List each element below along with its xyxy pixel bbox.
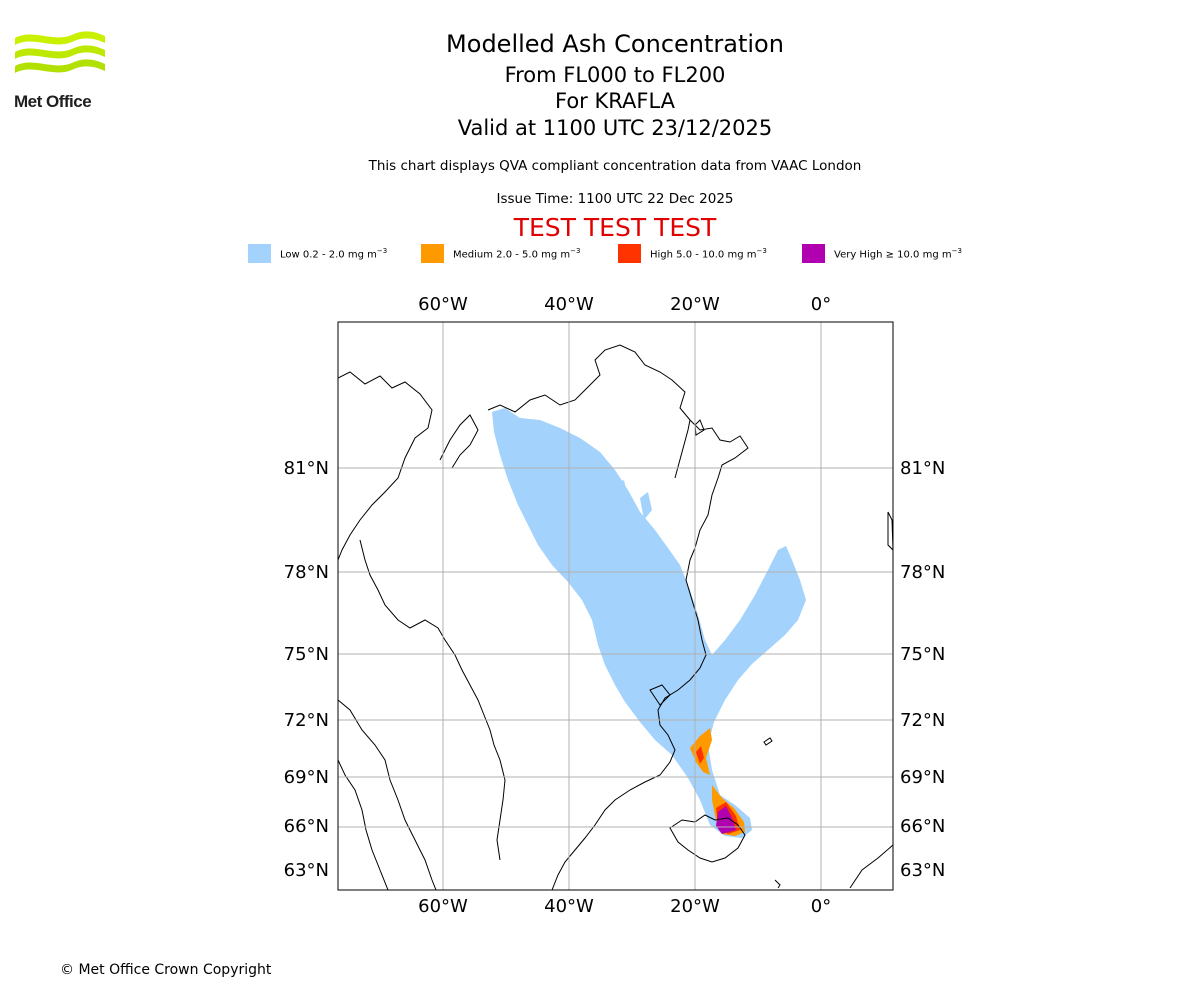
lon-label-bottom-20w: 20°W	[670, 896, 720, 917]
lat-label-left-69n: 69°N	[284, 767, 329, 788]
lat-label-left-66n: 66°N	[284, 816, 329, 837]
volcano-name: For KRAFLA	[555, 89, 675, 113]
lon-label-bottom-60w: 60°W	[418, 896, 468, 917]
legend-swatch-medium	[421, 244, 444, 263]
legend-label-high: High 5.0 - 10.0 mg m	[650, 249, 757, 261]
issue-time: Issue Time: 1100 UTC 22 Dec 2025	[496, 191, 734, 207]
legend-label-low: Low 0.2 - 2.0 mg m	[280, 249, 377, 261]
flight-levels: From FL000 to FL200	[504, 63, 726, 87]
coastlines	[338, 344, 893, 890]
lat-label-right-66n: 66°N	[900, 816, 945, 837]
lon-label-top-20w: 20°W	[670, 294, 720, 315]
legend-item-low: Low 0.2 - 2.0 mg m−3	[248, 244, 387, 263]
legend-item-medium: Medium 2.0 - 5.0 mg m−3	[421, 244, 580, 263]
legend-item-very-high: Very High ≥ 10.0 mg m−3	[802, 244, 962, 263]
lat-label-left-78n: 78°N	[284, 562, 329, 583]
legend-swatch-low	[248, 244, 271, 263]
lon-label-top-60w: 60°W	[418, 294, 468, 315]
legend-item-high: High 5.0 - 10.0 mg m−3	[618, 244, 767, 263]
legend-unit-exp-high: −3	[756, 246, 767, 255]
met-office-wave-icon	[15, 31, 105, 73]
chart-description: This chart displays QVA compliant concen…	[368, 158, 862, 174]
map-frame	[337, 321, 894, 891]
lat-label-right-72n: 72°N	[900, 710, 945, 731]
lat-label-right-78n: 78°N	[900, 562, 945, 583]
legend-swatch-very-high	[802, 244, 825, 263]
legend-unit-exp-very-high: −3	[951, 246, 962, 255]
ash-area-low	[492, 408, 806, 838]
legend-label-very-high: Very High ≥ 10.0 mg m	[834, 249, 952, 261]
lat-label-left-72n: 72°N	[284, 710, 329, 731]
lat-label-right-63n: 63°N	[900, 860, 945, 881]
graticule	[338, 322, 893, 890]
legend-unit-exp-medium: −3	[570, 246, 581, 255]
valid-time: Valid at 1100 UTC 23/12/2025	[457, 116, 773, 140]
test-banner: TEST TEST TEST	[513, 213, 717, 242]
copyright: © Met Office Crown Copyright	[60, 962, 272, 978]
lon-label-bottom-0: 0°	[811, 896, 831, 917]
lat-label-left-63n: 63°N	[284, 860, 329, 881]
lat-label-left-75n: 75°N	[284, 644, 329, 665]
lon-label-top-40w: 40°W	[544, 294, 594, 315]
chart-title: Modelled Ash Concentration	[446, 30, 784, 58]
logo-text: Met Office	[14, 92, 92, 111]
met-office-logo: Met Office	[14, 30, 114, 112]
lat-label-right-69n: 69°N	[900, 767, 945, 788]
lon-label-bottom-40w: 40°W	[544, 896, 594, 917]
lon-label-top-0: 0°	[811, 294, 831, 315]
lat-label-left-81n: 81°N	[284, 458, 329, 479]
lat-label-right-75n: 75°N	[900, 644, 945, 665]
legend-unit-exp-low: −3	[376, 246, 388, 255]
legend-swatch-high	[618, 244, 641, 263]
lat-label-right-81n: 81°N	[900, 458, 945, 479]
legend-label-medium: Medium 2.0 - 5.0 mg m	[453, 249, 571, 261]
